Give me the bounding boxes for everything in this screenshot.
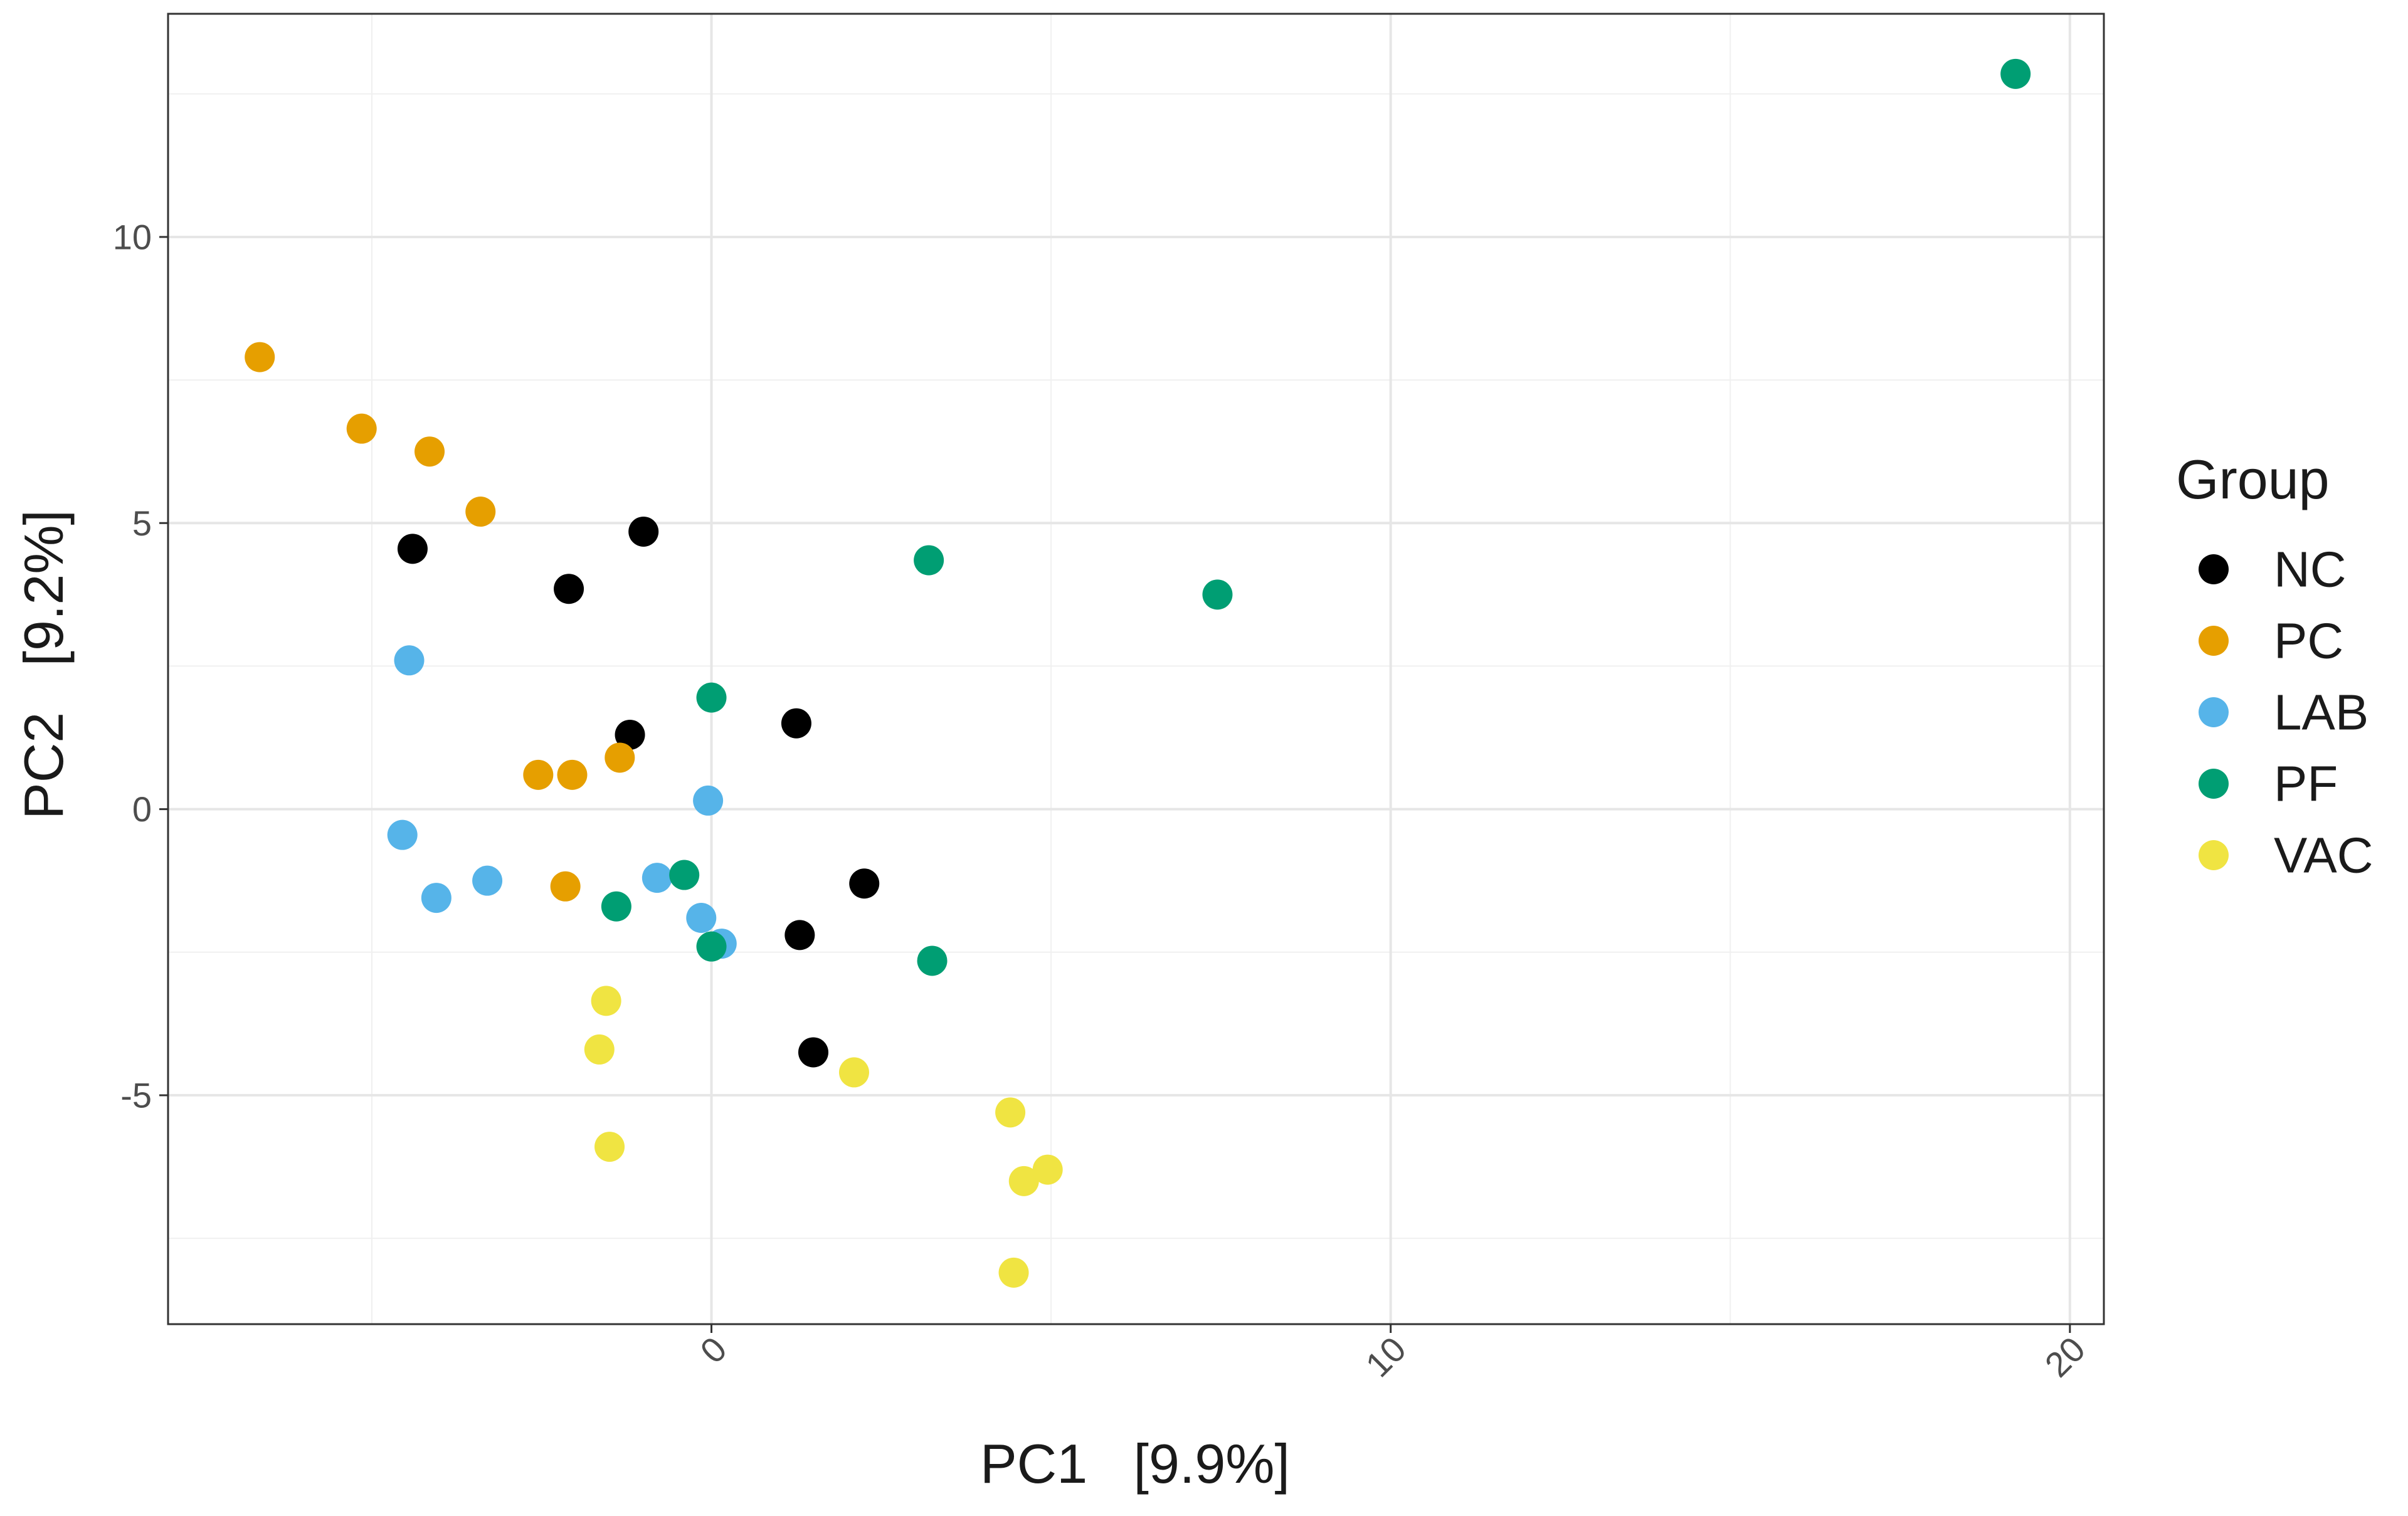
point-pc — [245, 342, 275, 372]
point-nc — [397, 534, 428, 564]
point-lab — [686, 903, 717, 934]
legend-label-lab: LAB — [2274, 685, 2368, 740]
series-pc — [245, 342, 635, 902]
point-vac — [591, 986, 621, 1016]
legend-label-nc: NC — [2274, 542, 2347, 597]
point-pf — [1202, 579, 1233, 610]
point-nc — [615, 719, 645, 750]
point-nc — [849, 868, 880, 899]
legend-label-vac: VAC — [2274, 828, 2374, 883]
major-grid — [168, 14, 2104, 1324]
point-lab — [387, 819, 418, 850]
point-pf — [669, 860, 700, 890]
point-pc — [346, 413, 377, 444]
point-vac — [995, 1097, 1026, 1128]
data-points — [245, 58, 2031, 1288]
point-vac — [594, 1132, 625, 1162]
y-tick-label: 5 — [132, 503, 152, 543]
legend-key-nc — [2199, 554, 2229, 584]
point-pf — [601, 891, 631, 922]
legend-label-pc: PC — [2274, 613, 2343, 669]
y-tick-label: 0 — [132, 789, 152, 829]
point-vac — [584, 1034, 615, 1065]
point-nc — [798, 1037, 828, 1068]
point-pf — [914, 545, 944, 576]
point-lab — [394, 645, 425, 676]
point-lab — [421, 883, 452, 913]
series-nc — [397, 516, 880, 1068]
point-pf — [917, 945, 948, 976]
point-pc — [557, 759, 588, 790]
point-pf — [2000, 58, 2031, 89]
x-axis-title: PC1 [9.9%] — [980, 1433, 1290, 1495]
series-pf — [601, 58, 2031, 976]
point-vac — [1032, 1154, 1063, 1185]
point-nc — [784, 920, 815, 950]
point-pc — [465, 497, 496, 527]
point-pf — [696, 682, 727, 713]
legend: Group NC PC LAB PF VAC — [2176, 448, 2374, 883]
minor-grid — [168, 14, 2104, 1324]
legend-key-pc — [2199, 626, 2229, 656]
point-pc — [605, 742, 635, 773]
legend-title: Group — [2176, 448, 2330, 510]
legend-key-vac — [2199, 840, 2229, 870]
point-lab — [693, 785, 724, 816]
legend-key-lab — [2199, 697, 2229, 727]
point-pc — [523, 759, 554, 790]
y-axis-title: PC2 [9.2%] — [13, 510, 75, 819]
y-tick-label: 10 — [113, 217, 152, 256]
y-axis-ticks: -5 0 5 10 — [113, 217, 168, 1115]
point-lab — [642, 863, 672, 893]
point-vac — [998, 1257, 1029, 1288]
y-tick-label: -5 — [120, 1075, 152, 1115]
point-nc — [554, 574, 584, 604]
legend-entries: NC PC LAB PF VAC — [2199, 542, 2374, 883]
legend-label-pf: PF — [2274, 756, 2338, 812]
point-vac — [838, 1057, 869, 1088]
point-lab — [472, 865, 503, 896]
legend-key-pf — [2199, 769, 2229, 799]
point-pf — [696, 931, 727, 962]
point-pc — [415, 436, 445, 467]
point-pc — [550, 871, 581, 902]
series-vac — [584, 986, 1063, 1288]
point-vac — [1008, 1166, 1039, 1196]
point-nc — [781, 708, 811, 739]
panel-border — [167, 13, 2105, 1325]
point-nc — [628, 516, 659, 547]
